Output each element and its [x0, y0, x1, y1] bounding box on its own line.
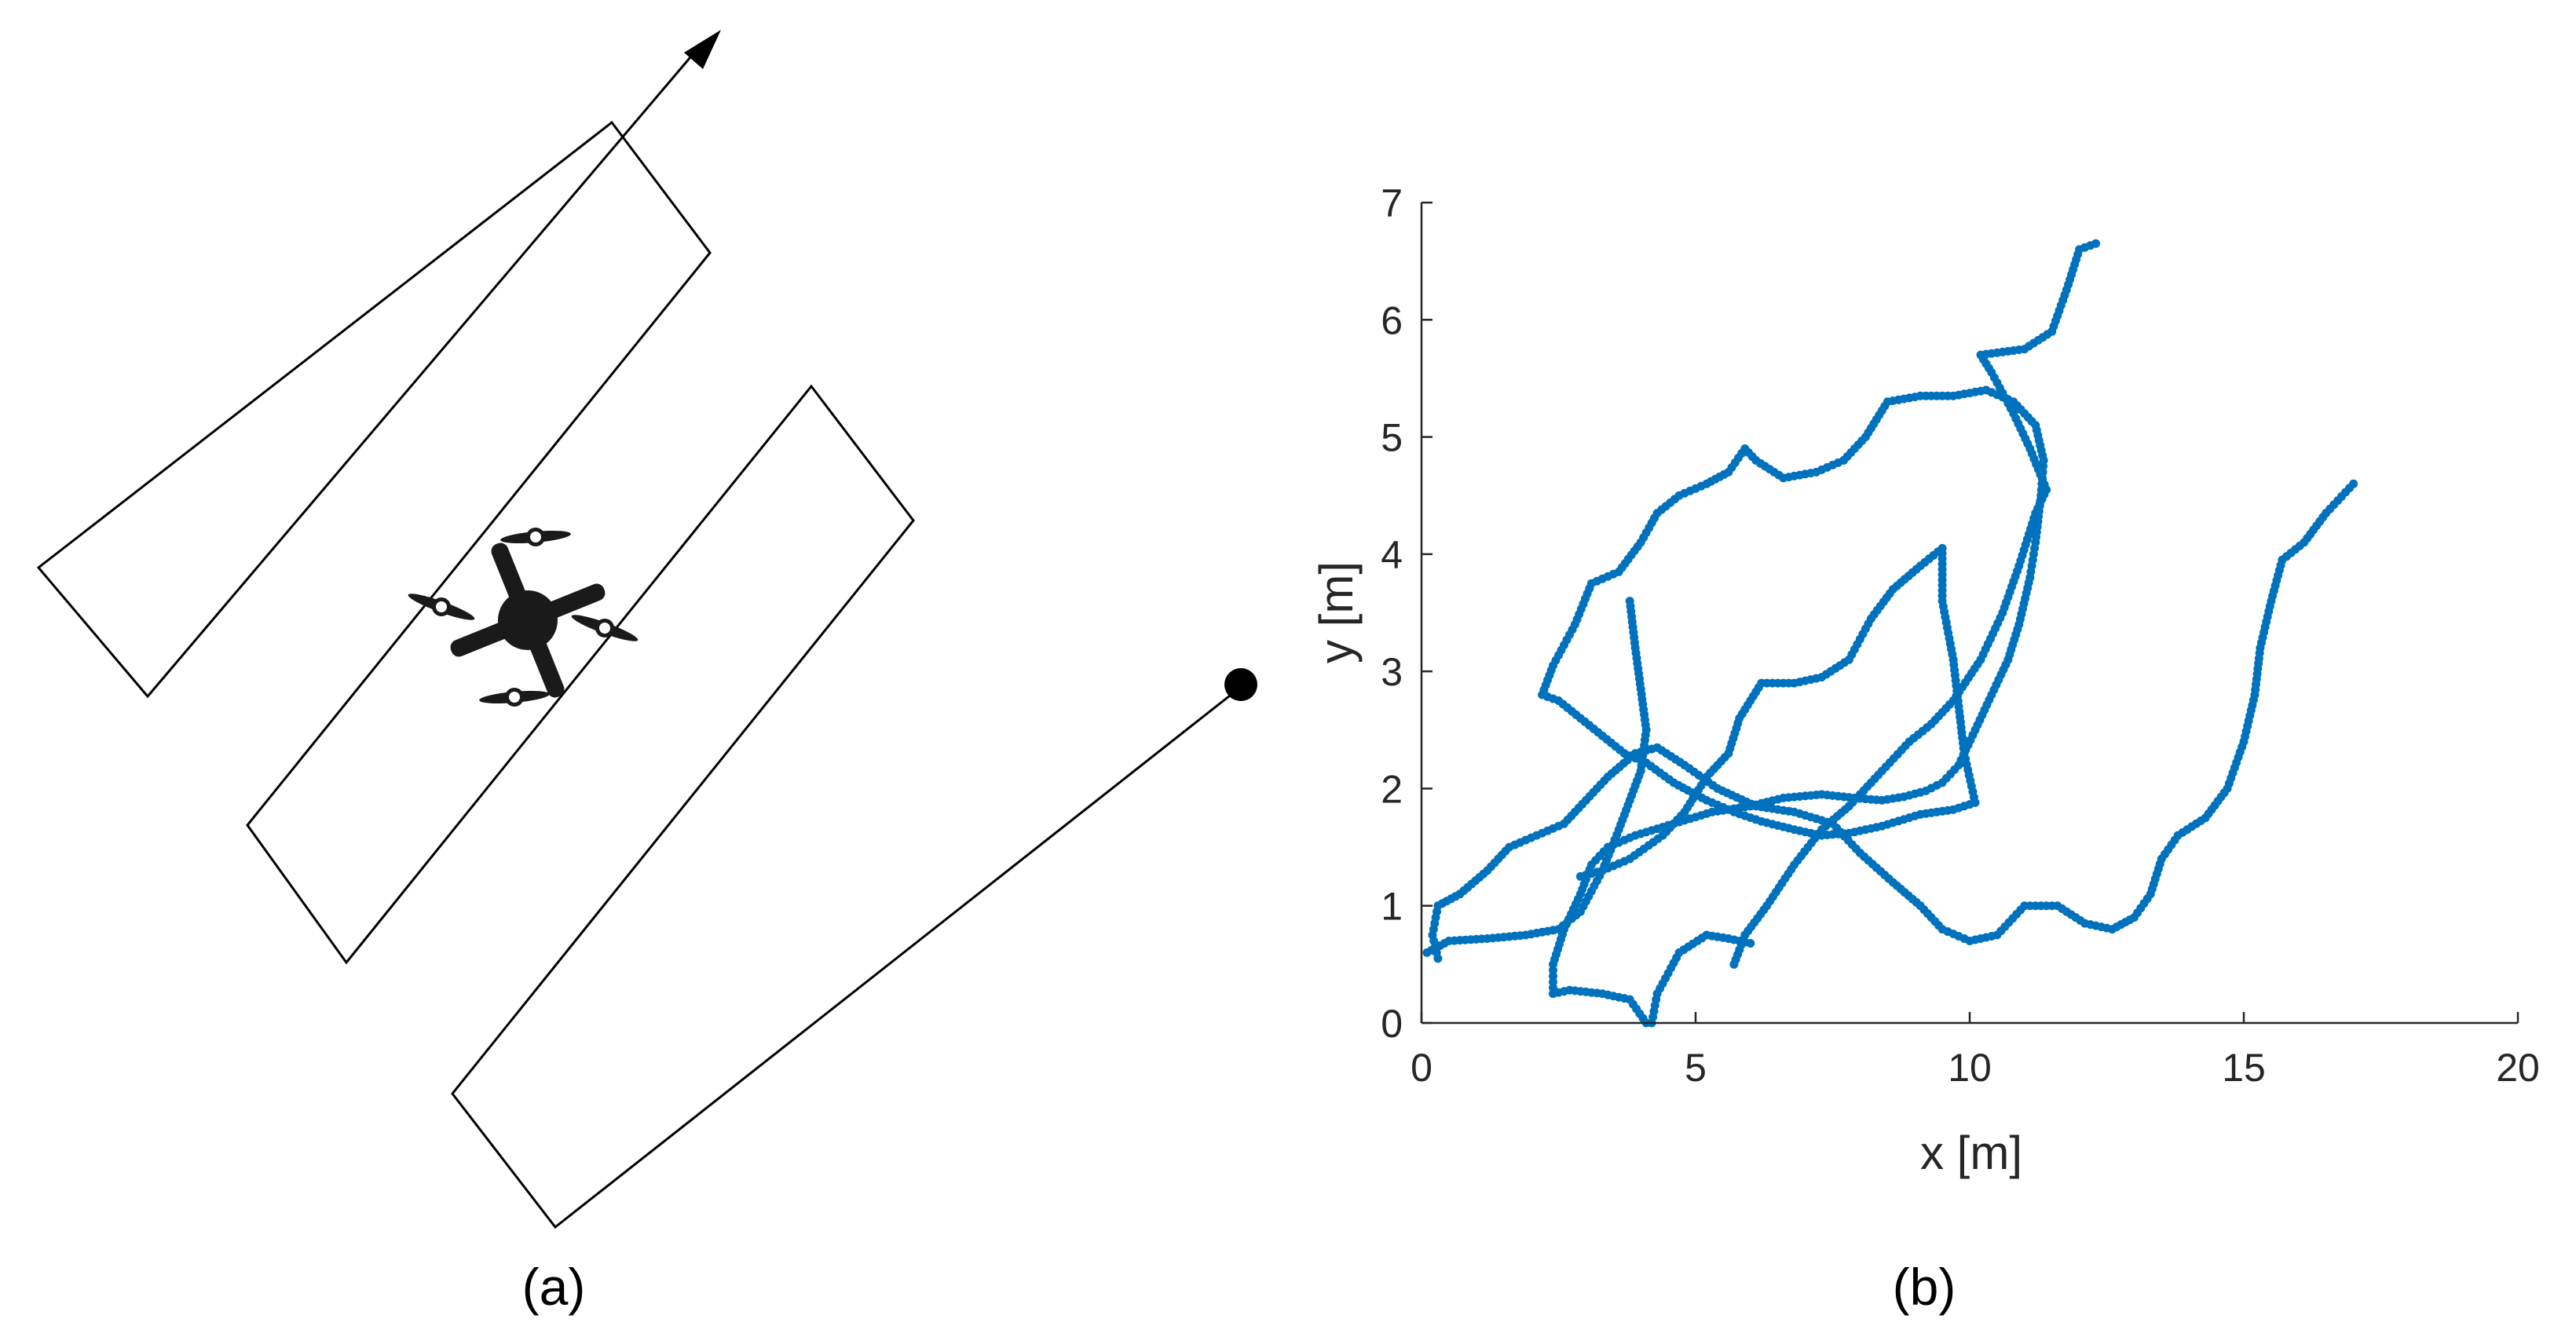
trajectory-point	[2349, 479, 2358, 488]
x-ticks: 0 5 10 15 20	[1411, 1012, 2540, 1090]
y-tick-label: 2	[1381, 767, 1403, 811]
y-tick-label: 3	[1381, 650, 1403, 694]
lawnmower-path	[36, 46, 1242, 1229]
y-tick-label: 1	[1381, 885, 1403, 929]
trajectory-point	[1625, 597, 1634, 606]
quadrotor-drone-icon	[408, 528, 639, 707]
x-axis-label: x [m]	[1920, 1127, 2022, 1179]
plot-area	[1422, 239, 2358, 1028]
trajectory-point	[1575, 871, 1585, 881]
y-ticks: 0 1 2 3 4 5 6 7	[1381, 181, 1433, 1046]
y-tick-label: 5	[1381, 416, 1403, 460]
panel-a: (a)	[36, 30, 1257, 1316]
trajectory-point	[2091, 239, 2100, 248]
panel-a-label: (a)	[522, 1258, 586, 1316]
panel-b: 0 5 10 15 20 0 1 2 3 4 5 6 7 x [m] y [m] (b)	[1310, 181, 2540, 1316]
x-tick-label: 15	[2222, 1046, 2266, 1090]
trajectory-series-1	[1428, 479, 2358, 963]
start-point-dot-icon	[1224, 668, 1257, 701]
y-tick-label: 7	[1381, 181, 1403, 225]
x-tick-label: 0	[1411, 1046, 1433, 1090]
trajectory-point	[1746, 939, 1755, 948]
x-tick-label: 20	[2496, 1046, 2540, 1090]
y-tick-label: 4	[1381, 533, 1403, 577]
trajectory-series-0	[1538, 385, 2048, 1028]
y-tick-label: 6	[1381, 298, 1403, 342]
arrowhead-icon	[684, 30, 721, 69]
panel-b-label: (b)	[1893, 1258, 1956, 1316]
trajectory-series-2	[1729, 239, 2100, 969]
trajectory-series-3	[1422, 597, 1651, 957]
y-tick-label: 0	[1381, 1002, 1403, 1046]
y-axis-label: y [m]	[1310, 561, 1363, 663]
x-tick-label: 10	[1948, 1046, 1992, 1090]
x-tick-label: 5	[1685, 1046, 1707, 1090]
trajectory-series-4	[1647, 930, 1755, 1028]
